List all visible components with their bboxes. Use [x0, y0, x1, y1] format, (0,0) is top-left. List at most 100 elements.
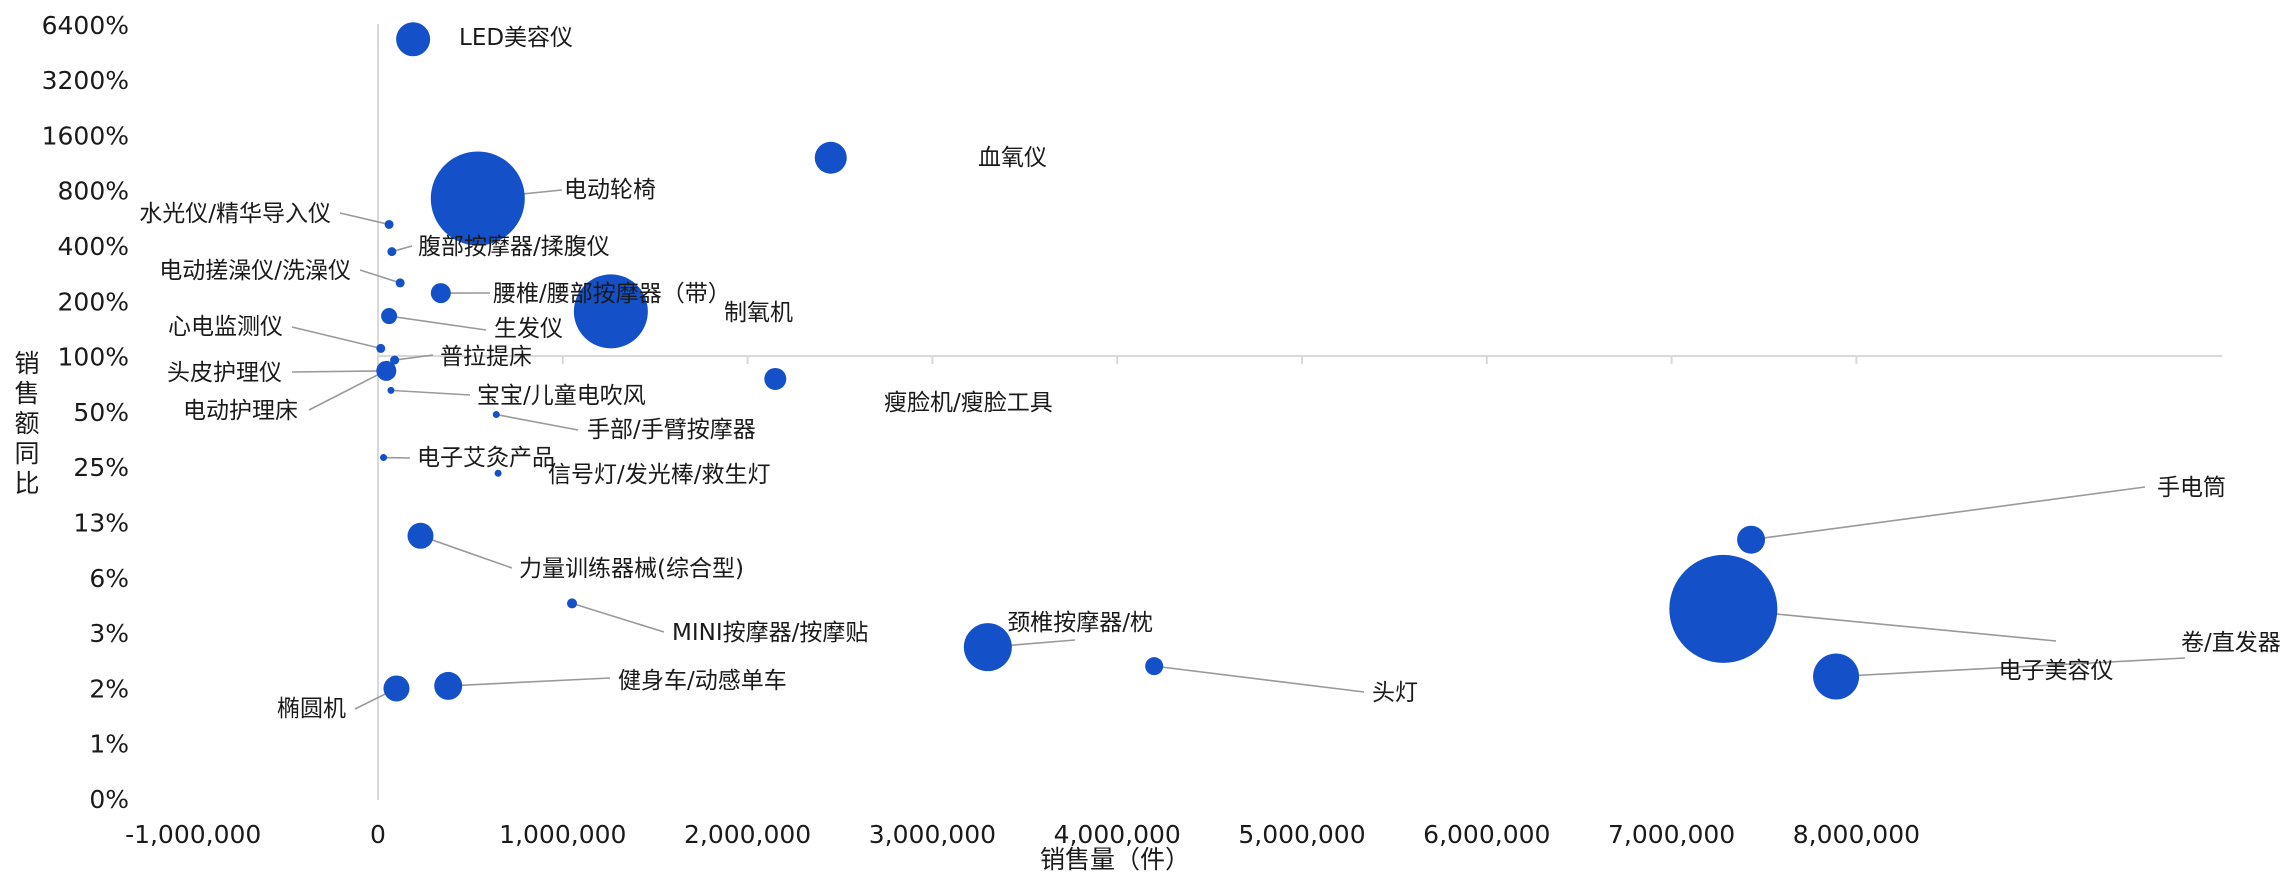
bubble — [390, 355, 400, 365]
bubble-label: 电动护理床 — [183, 398, 298, 424]
bubble-label: 颈椎按摩器/枕 — [1007, 610, 1153, 636]
bubble-label: 生发仪 — [494, 316, 563, 342]
bubble-label: 宝宝/儿童电吹风 — [477, 383, 646, 409]
leader-line — [339, 212, 390, 226]
x-tick-label: 2,000,000 — [684, 820, 811, 849]
y-tick-label: 2% — [89, 674, 129, 703]
bubble — [430, 151, 525, 246]
bubble-label: 卷/直发器 — [2181, 630, 2281, 656]
bubble — [492, 411, 500, 419]
y-tick-label: 6% — [89, 564, 129, 593]
y-tick-label: 100% — [58, 343, 129, 372]
y-tick-label: 3200% — [42, 66, 129, 95]
bubble — [387, 247, 397, 257]
bubble — [430, 283, 451, 304]
bubble-label: 电动轮椅 — [564, 177, 656, 203]
bubbles — [376, 22, 1860, 702]
bubble-label: 手部/手臂按摩器 — [587, 417, 756, 443]
bubble-label: 信号灯/发光棒/救生灯 — [548, 462, 771, 488]
bubble — [573, 274, 648, 349]
y-tick-label: 1% — [89, 730, 129, 759]
y-tick-label: 1600% — [42, 121, 129, 150]
x-tick-label: 4,000,000 — [1054, 820, 1181, 849]
bubble-label: 椭圆机 — [277, 696, 346, 722]
bubble-label: 力量训练器械(综合型) — [519, 556, 744, 582]
bubble — [1669, 554, 1778, 663]
x-tick-label: 7,000,000 — [1608, 820, 1735, 849]
x-axis-title: 销售量（件） — [1040, 845, 1190, 873]
x-tick-label: 0 — [370, 820, 386, 849]
bubble — [384, 219, 394, 229]
leader-line — [420, 535, 513, 569]
leader-line — [390, 389, 471, 396]
y-tick-label: 25% — [73, 453, 129, 482]
bubble — [407, 522, 434, 549]
leader-line — [1750, 486, 2146, 541]
bubble — [387, 386, 395, 394]
x-tick-label: 3,000,000 — [869, 820, 996, 849]
bubble-label: MINI按摩器/按摩贴 — [672, 620, 868, 646]
x-tick-label: 6,000,000 — [1423, 820, 1550, 849]
bubble-label: 头灯 — [1372, 680, 1418, 706]
y-tick-label: 0% — [89, 785, 129, 814]
leader-line — [1154, 665, 1365, 693]
bubble-label: 手电筒 — [2157, 475, 2226, 501]
bubble-labels: LED美容仪血氧仪电动轮椅水光仪/精华导入仪腹部按摩器/揉腹仪电动搓澡仪/洗澡仪… — [139, 25, 2281, 722]
bubble — [567, 598, 578, 609]
y-axis-title: 销售额同比 — [14, 349, 39, 498]
bubble-label: 电子美容仪 — [1999, 658, 2114, 684]
bubble — [395, 278, 405, 288]
y-tick-label: 50% — [73, 398, 129, 427]
x-tick-label: -1,000,000 — [125, 820, 261, 849]
bubble — [383, 675, 410, 702]
leader-lines — [291, 189, 2186, 710]
y-tick-label: 3% — [89, 619, 129, 648]
x-tick-label: 1,000,000 — [499, 820, 626, 849]
x-tick-label: 8,000,000 — [1793, 820, 1920, 849]
bubble — [1145, 657, 1164, 676]
bubble — [380, 454, 388, 462]
bubble-label: 心电监测仪 — [168, 314, 283, 340]
y-tick-label: 6400% — [42, 11, 129, 40]
leader-line — [291, 326, 381, 350]
bubble-label: 普拉提床 — [440, 344, 532, 370]
leader-line — [394, 354, 434, 361]
bubble-label: 腰椎/腰部按摩器（带） — [493, 281, 731, 307]
axes — [377, 24, 2222, 800]
bubble — [1737, 525, 1766, 554]
bubble — [764, 367, 787, 390]
bubble-label: 血氧仪 — [978, 145, 1047, 171]
bubble — [494, 469, 502, 477]
bubble — [1813, 653, 1860, 700]
leader-line — [359, 269, 401, 284]
bubble-label: 腹部按摩器/揉腹仪 — [418, 234, 610, 260]
leader-line — [291, 370, 387, 373]
y-tick-label: 13% — [73, 509, 129, 538]
y-tick-label: 200% — [58, 287, 129, 316]
bubble-label: 健身车/动感单车 — [618, 668, 787, 694]
bubble — [814, 141, 847, 174]
bubble — [963, 623, 1012, 672]
bubble — [396, 22, 431, 57]
bubble-label: 水光仪/精华导入仪 — [139, 201, 331, 227]
bubble-label: 制氧机 — [724, 300, 793, 326]
tick-labels: -1,000,000 0 1,000,000 2,000,000 3,000,000 4,… — [42, 11, 1920, 849]
bubble — [376, 343, 386, 353]
leader-line — [571, 602, 665, 633]
bubble — [379, 367, 389, 377]
svg-text:销售额同比: 销售额同比 — [14, 349, 39, 498]
y-tick-label: 400% — [58, 232, 129, 261]
bubble-label: 瘦脸机/瘦脸工具 — [884, 390, 1053, 416]
x-tick-label: 5,000,000 — [1238, 820, 1365, 849]
leader-line — [308, 371, 384, 411]
leader-line — [388, 315, 487, 331]
bubble — [434, 671, 463, 700]
leader-line — [1836, 657, 2186, 678]
bubble — [381, 308, 398, 325]
y-tick-label: 800% — [58, 177, 129, 206]
leader-line — [496, 413, 579, 431]
bubble-label: 电子艾灸产品 — [417, 445, 555, 471]
bubble-label: LED美容仪 — [459, 25, 573, 51]
bubble-label: 头皮护理仪 — [167, 360, 282, 386]
